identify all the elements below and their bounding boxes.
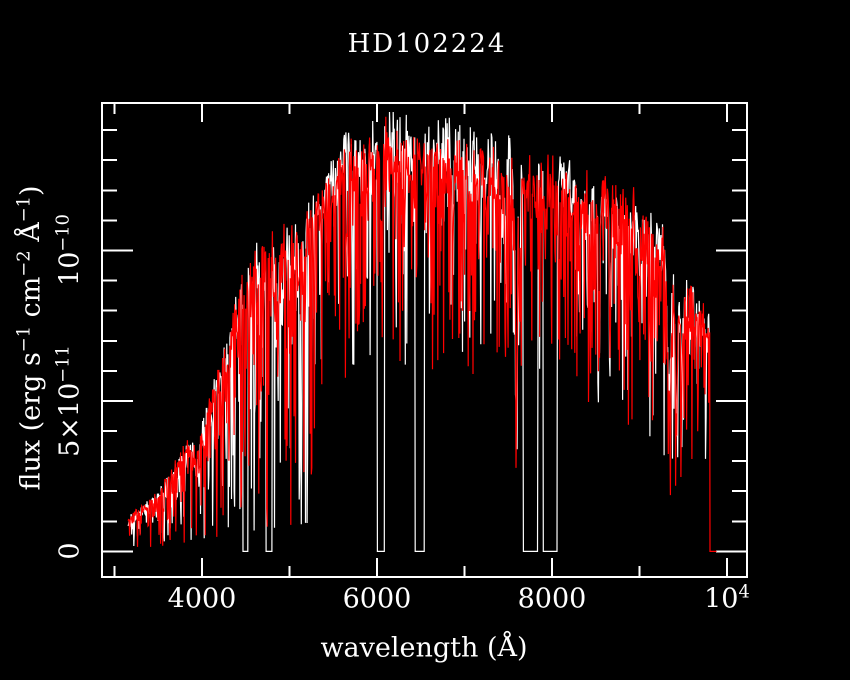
- y-tick-label-0e-11: 0: [54, 542, 86, 560]
- x-tick-label-10000: 104: [704, 581, 750, 615]
- y-tick-label-10e-11: 10−10: [52, 214, 86, 287]
- x-tick-label-8000: 8000: [517, 583, 587, 615]
- x-tick-label-6000: 6000: [342, 583, 412, 615]
- chart-title: HD102224: [347, 29, 507, 59]
- y-tick-label-5e-11: 5×10−11: [52, 345, 86, 457]
- x-axis-label: wavelength (Å): [320, 632, 528, 664]
- x-tick-label-4000: 4000: [167, 583, 237, 615]
- flux-calibrated-spectrum-red: [127, 116, 717, 552]
- y-axis-label: flux (erg s−1 cm−2 Å−1): [13, 185, 47, 491]
- reference-spectrum-white: [127, 111, 710, 552]
